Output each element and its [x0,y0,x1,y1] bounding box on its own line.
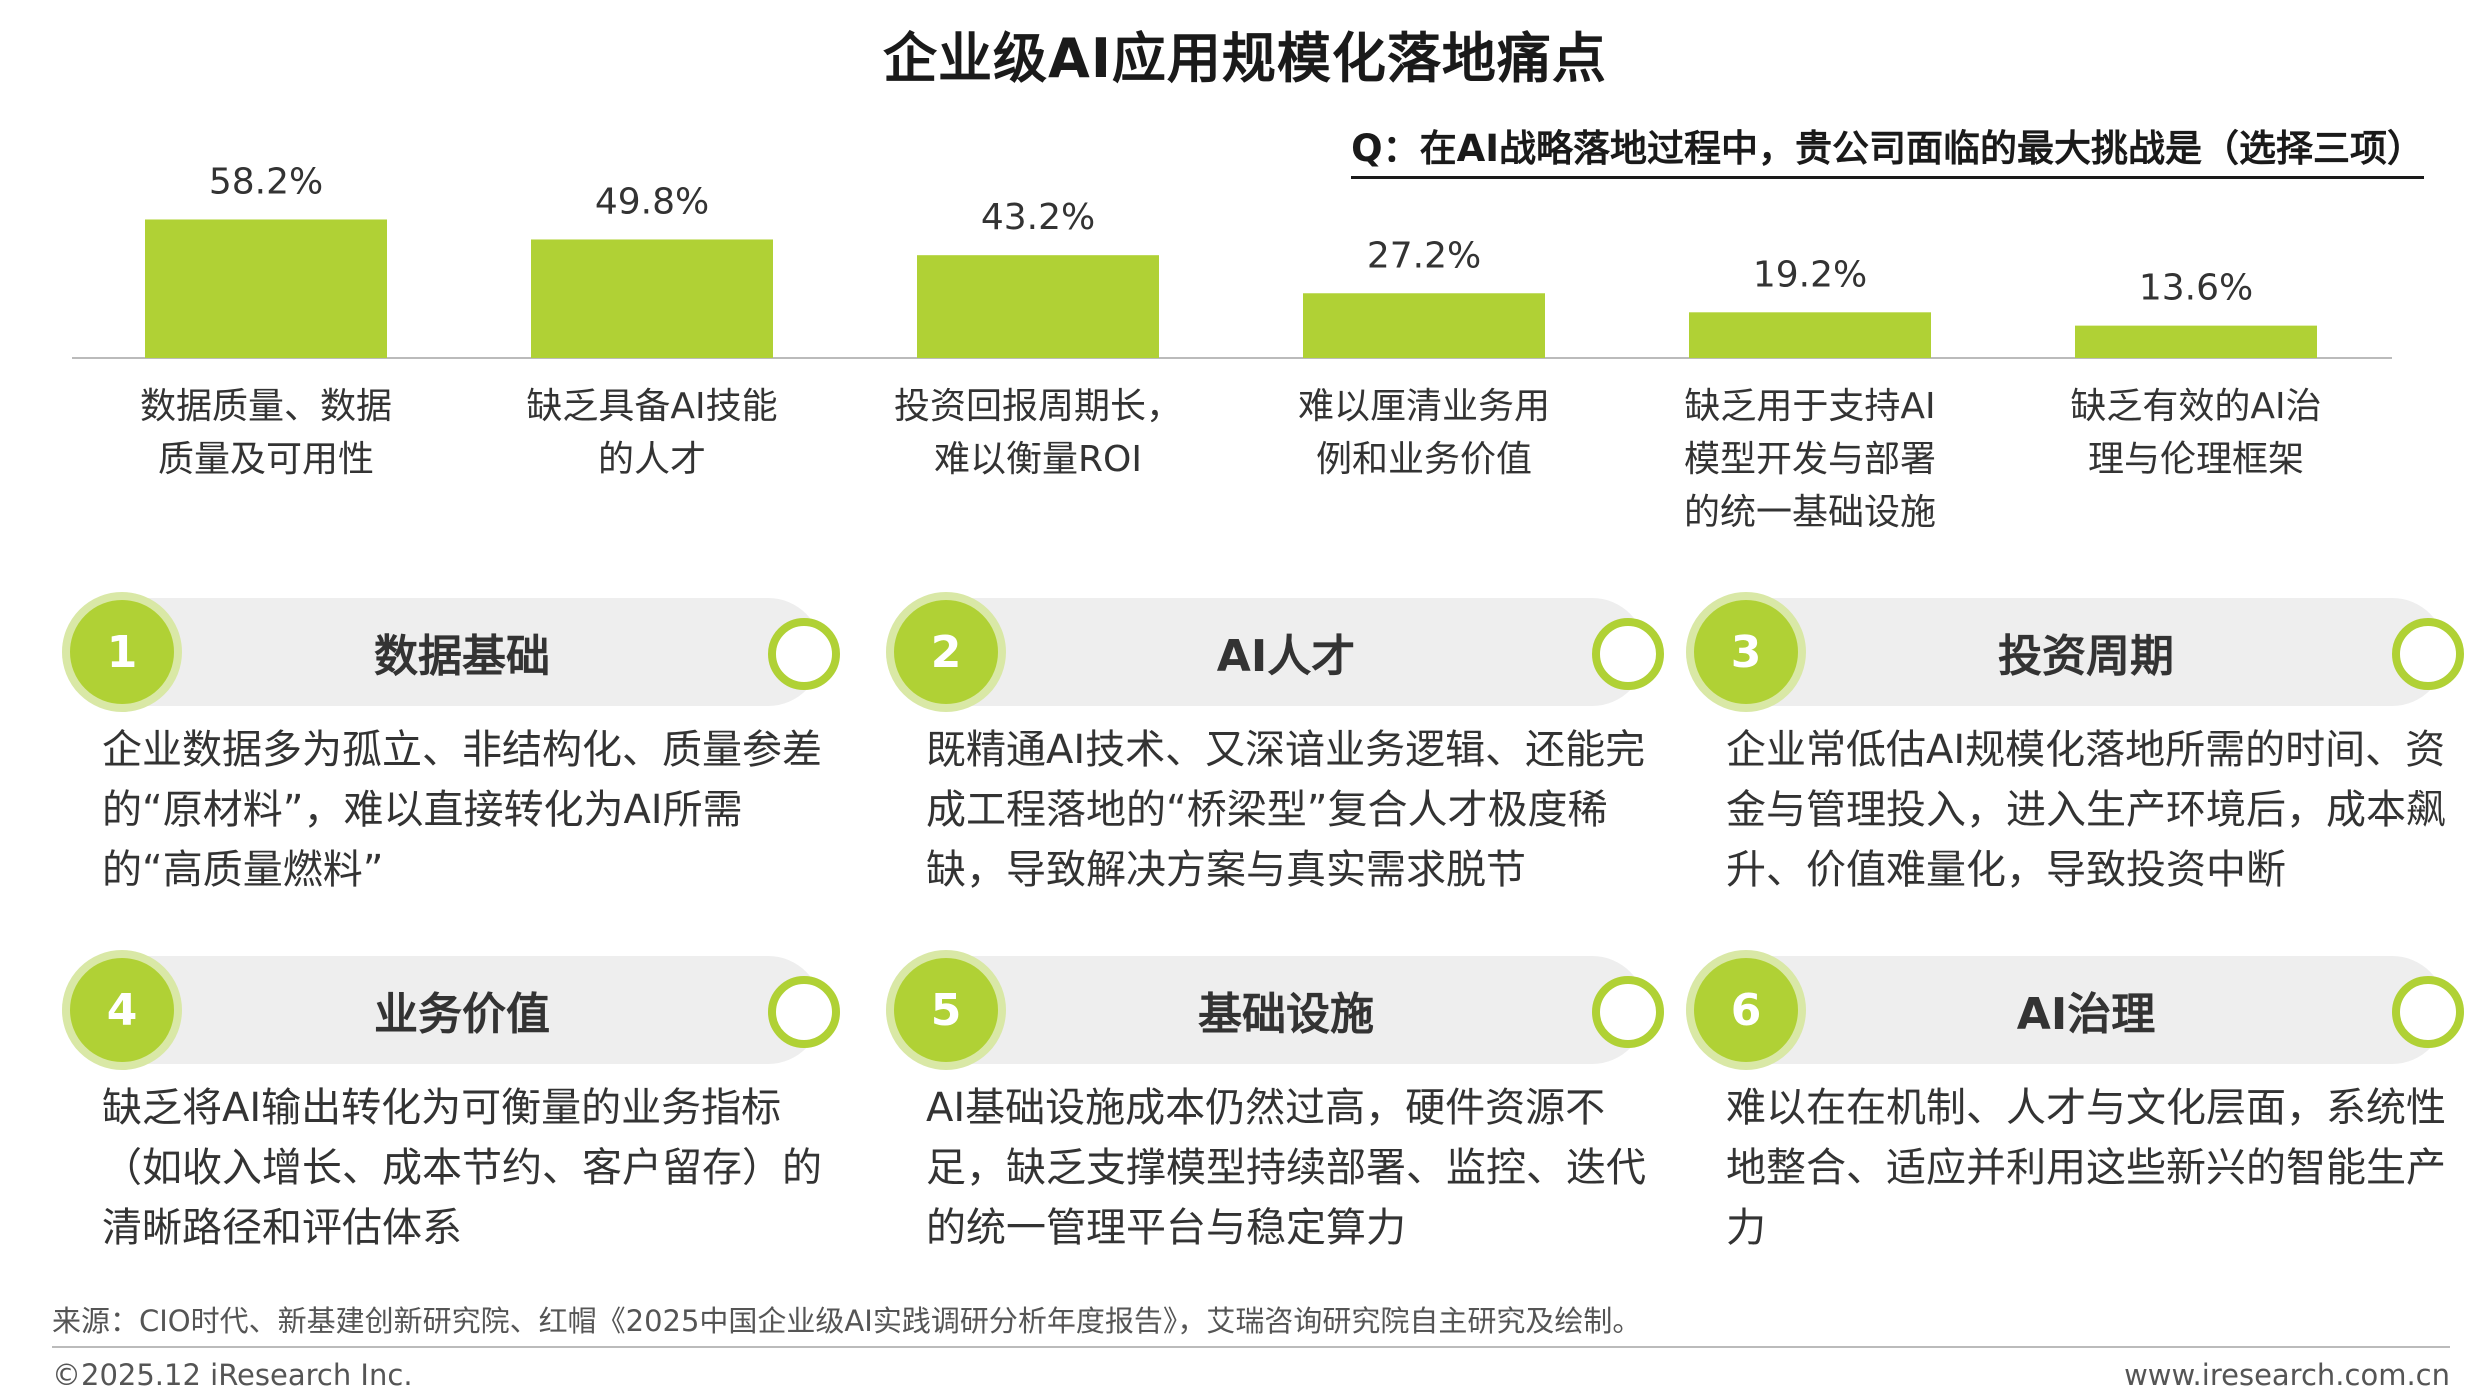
card-header-pill [62,598,822,706]
card-header-pill [886,598,1646,706]
card-description: 企业常低估AI规模化落地所需的时间、资金与管理投入，进入生产环境后，成本飙升、价… [1726,727,2446,893]
bar-value-label: 13.6% [2139,268,2253,309]
card-description: AI基础设施成本仍然过高，硬件资源不足，缺乏支撑模型持续部署、监控、迭代的统一管… [926,1085,1646,1251]
card-number: 6 [1686,950,1806,1070]
card-number: 2 [886,592,1006,712]
circle-marker-icon [768,976,840,1048]
card-infrastructure: 5 基础设施 AI基础设施成本仍然过高，硬件资源不足，缺乏支撑模型持续部署、监控… [886,950,1686,1256]
circle-marker-icon [2392,618,2464,690]
category-label: 缺乏有效的AI治 理与伦理框架 [2070,386,2322,480]
circle-marker-icon [768,618,840,690]
bar-value-label: 19.2% [1753,254,1867,295]
challenges-bar-chart: 58.2% 49.8% 43.2% 27.2% 19.2% 13.6% [72,161,2392,359]
circle-marker-icon [1592,618,1664,690]
bar-1 [145,219,387,358]
page-title: 企业级AI应用规模化落地痛点 [883,27,1607,90]
bar-6 [2075,325,2317,358]
card-ai-talent: 2 AI人才 既精通AI技术、又深谙业务逻辑、还能完成工程落地的“桥梁型”复合人… [886,592,1686,898]
survey-question: Q：在AI战略落地过程中，贵公司面临的最大挑战是（选择三项） [1351,118,2424,179]
category-label: 难以厘清业务用 例和业务价值 [1297,386,1550,480]
card-number: 4 [62,950,182,1070]
card-title: 数据基础 [374,631,550,682]
bar-value-label: 49.8% [595,181,709,222]
copyright: ©2025.12 iResearch Inc. [52,1358,413,1392]
bar-value-label: 43.2% [981,197,1095,238]
card-title: 基础设施 [1198,989,1374,1040]
bar-3 [917,255,1159,358]
bar-2 [531,239,773,358]
card-ai-governance: 6 AI治理 难以在在机制、人才与文化层面，系统性地整合、适应并利用这些新兴的智… [1686,950,2486,1256]
card-number: 1 [62,592,182,712]
card-title: AI治理 [2016,989,2156,1040]
card-header-pill [886,956,1646,1064]
card-title: AI人才 [1216,631,1356,682]
card-number: 5 [886,950,1006,1070]
card-number: 3 [1686,592,1806,712]
bar-4 [1303,293,1545,358]
card-description: 缺乏将AI输出转化为可衡量的业务指标（如收入增长、成本节约、客户留存）的清晰路径… [102,1085,822,1251]
card-header-pill [1686,956,2446,1064]
category-label: 数据质量、数据 质量及可用性 [139,386,392,480]
footer-divider [52,1346,2450,1348]
card-description: 企业数据多为孤立、非结构化、质量参差的“原材料”，难以直接转化为AI所需的“高质… [102,727,822,893]
circle-marker-icon [2392,976,2464,1048]
card-business-value: 4 业务价值 缺乏将AI输出转化为可衡量的业务指标（如收入增长、成本节约、客户留… [62,950,862,1256]
circle-marker-icon [1592,976,1664,1048]
card-title: 投资周期 [1998,631,2174,682]
bar-5 [1689,312,1931,358]
card-header-pill [62,956,822,1064]
category-label: 缺乏具备AI技能 的人才 [526,386,778,480]
bar-value-label: 27.2% [1367,235,1481,276]
card-description: 既精通AI技术、又深谙业务逻辑、还能完成工程落地的“桥梁型”复合人才极度稀缺，导… [926,727,1646,893]
website-link[interactable]: www.iresearch.com.cn [2124,1358,2450,1392]
card-data-foundation: 1 数据基础 企业数据多为孤立、非结构化、质量参差的“原材料”，难以直接转化为A… [62,592,862,898]
card-title: 业务价值 [374,989,550,1040]
source-note: 来源：CIO时代、新基建创新研究院、红帽《2025中国企业级AI实践调研分析年度… [52,1304,1642,1338]
card-description: 难以在在机制、人才与文化层面，系统性地整合、适应并利用这些新兴的智能生产力 [1726,1085,2446,1251]
card-header-pill [1686,598,2446,706]
category-label: 投资回报周期长， 难以衡量ROI [893,386,1182,480]
category-label: 缺乏用于支持AI 模型开发与部署 的统一基础设施 [1683,386,1936,533]
card-investment-cycle: 3 投资周期 企业常低估AI规模化落地所需的时间、资金与管理投入，进入生产环境后… [1686,592,2486,898]
bar-value-label: 58.2% [209,161,323,202]
